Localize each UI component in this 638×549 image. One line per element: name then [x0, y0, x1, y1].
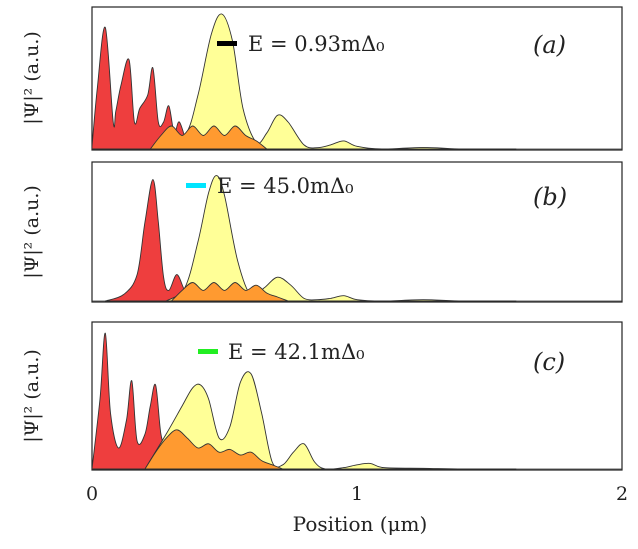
panel-a-overlap-density: [149, 125, 268, 150]
panel-c-energy-label: E = 42.1mΔ₀: [228, 340, 365, 364]
panel-a-red-density: [91, 27, 188, 150]
panel-c-energy-marker: [198, 349, 218, 354]
panel-b-frame: [91, 161, 623, 303]
x-tick-2: 2: [616, 483, 628, 505]
panel-a-series: [91, 13, 622, 150]
panel-a-energy-marker: [217, 41, 237, 46]
panel-a-ylabel: |Ψ|² (a.u.): [21, 31, 43, 125]
x-axis-label: Position (μm): [293, 512, 428, 536]
panel-b-label: (b): [533, 183, 567, 211]
panel-b: |Ψ|² (a.u.) E = 45.0mΔ₀ (b): [21, 161, 623, 303]
panel-a-energy-label: E = 0.93mΔ₀: [248, 32, 385, 56]
panel-a-label: (a): [533, 31, 566, 59]
panel-b-energy-label: E = 45.0mΔ₀: [217, 174, 354, 198]
x-tick-1: 1: [351, 483, 363, 505]
panel-c: |Ψ|² (a.u.) E = 42.1mΔ₀ (c): [21, 321, 623, 471]
panel-a: |Ψ|² (a.u.) E = 0.93mΔ₀ (a): [21, 6, 623, 151]
panel-c-label: (c): [533, 348, 565, 376]
panel-b-overlap-density: [171, 282, 289, 302]
panel-c-overlap-density: [144, 429, 284, 470]
x-tick-0: 0: [86, 483, 98, 505]
panel-b-series: [92, 175, 622, 302]
panel-b-ylabel: |Ψ|² (a.u.): [21, 185, 43, 279]
panel-c-series: [91, 332, 622, 470]
panel-b-energy-marker: [186, 183, 206, 188]
panel-c-ylabel: |Ψ|² (a.u.): [21, 349, 43, 443]
